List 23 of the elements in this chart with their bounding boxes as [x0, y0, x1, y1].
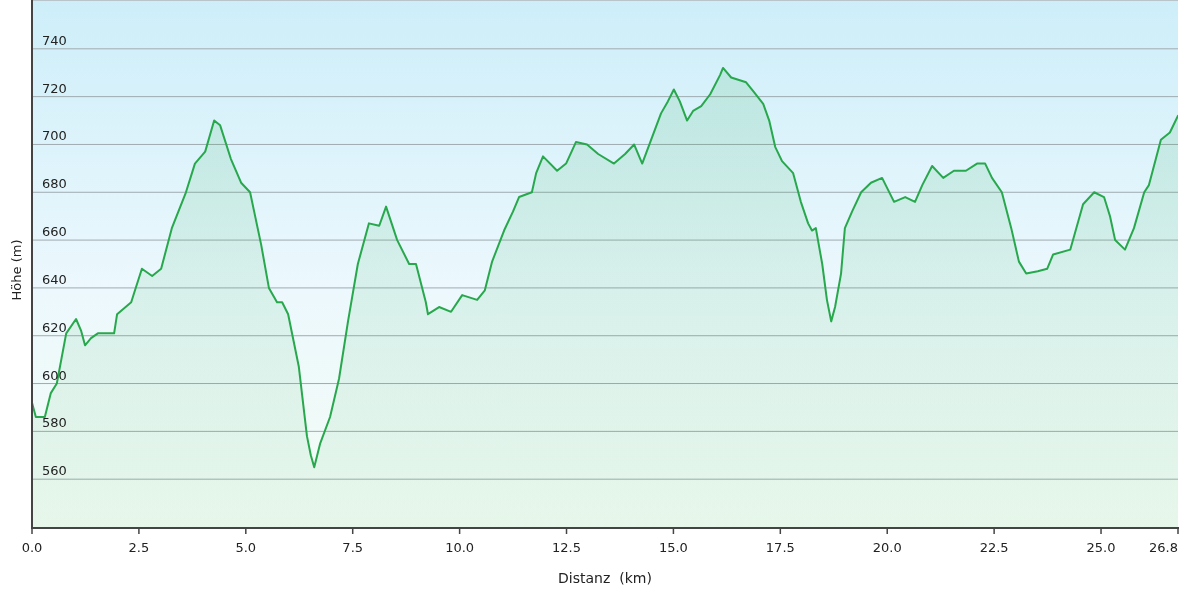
- x-tick-label: 26.8: [1149, 540, 1178, 555]
- y-axis-title: Höhe (m): [9, 239, 24, 301]
- x-tick-label: 7.5: [342, 540, 364, 555]
- x-tick-label: 0.0: [21, 540, 43, 555]
- y-tick-label: 560: [42, 463, 67, 479]
- y-tick-label: 720: [42, 80, 67, 96]
- x-tick-label: 20.0: [872, 540, 902, 555]
- y-tick-label: 740: [42, 32, 67, 48]
- x-tick-label: 12.5: [552, 540, 581, 555]
- x-tick-label: 15.0: [658, 540, 688, 555]
- y-tick-label: 700: [42, 128, 67, 144]
- y-tick-label: 680: [42, 176, 67, 192]
- x-tick-label: 17.5: [765, 540, 795, 555]
- y-tick-label: 580: [42, 415, 67, 431]
- x-axis-title: Distanz (km): [558, 570, 652, 586]
- x-tick-label: 5.0: [235, 540, 257, 555]
- x-tick-label: 2.5: [128, 540, 150, 555]
- y-tick-label: 620: [42, 319, 67, 335]
- x-tick-label: 22.5: [979, 540, 1009, 555]
- x-tick-label: 10.0: [445, 540, 475, 555]
- y-tick-label: 640: [42, 271, 67, 287]
- x-tick-label: 25.0: [1086, 540, 1116, 555]
- y-tick-label: 660: [42, 224, 67, 240]
